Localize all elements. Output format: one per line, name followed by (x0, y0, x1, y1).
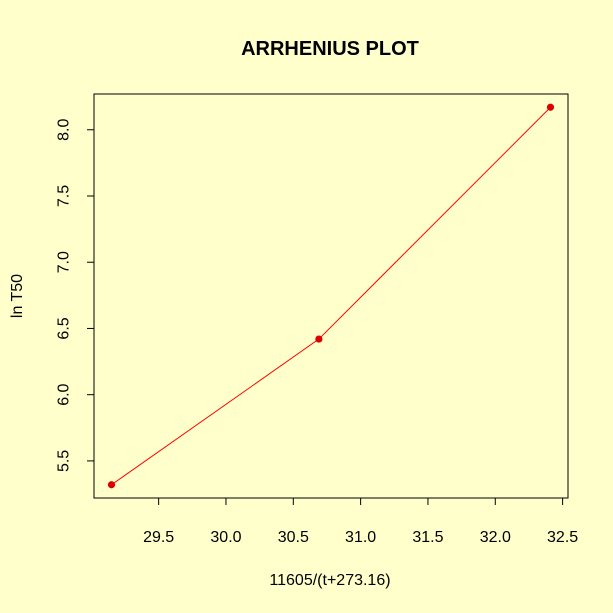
data-point (546, 103, 555, 111)
series-layer (107, 103, 555, 489)
x-axis-label: 11605/(t+273.16) (269, 572, 390, 589)
x-axis: 29.5 30.0 30.5 31.0 31.5 32.0 32.5 (143, 497, 578, 546)
series-line (111, 106, 551, 486)
y-tick-label: 6.5 (56, 317, 73, 339)
y-tick-label: 5.5 (56, 450, 73, 472)
x-tick-label: 30.5 (278, 529, 309, 546)
x-tick-label: 31.5 (412, 529, 443, 546)
y-axis: 5.5 6.0 6.5 7.0 7.5 8.0 (56, 119, 95, 472)
x-tick-label: 32.0 (480, 529, 511, 546)
x-tick-label: 29.5 (143, 529, 174, 546)
data-point (315, 335, 323, 343)
y-tick-label: 7.0 (56, 251, 73, 273)
y-tick-label: 7.5 (56, 185, 73, 207)
y-axis-label: ln T50 (9, 274, 26, 318)
y-tick-label: 8.0 (56, 119, 73, 141)
y-tick-label: 6.0 (56, 383, 73, 405)
data-point (107, 481, 116, 489)
x-tick-label: 31.0 (345, 529, 376, 546)
plot-frame (93, 93, 569, 499)
x-tick-label: 30.0 (210, 529, 241, 546)
x-tick-label: 32.5 (547, 529, 578, 546)
chart-title: ARRHENIUS PLOT (241, 38, 419, 60)
